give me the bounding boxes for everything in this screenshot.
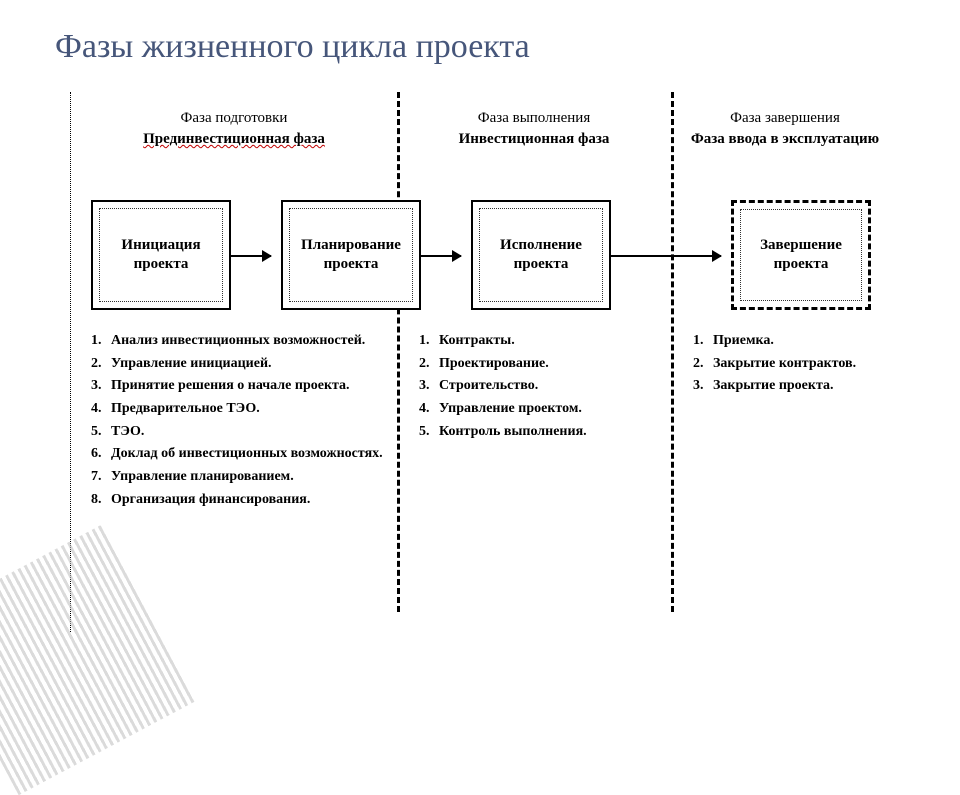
list-ol: Контракты. Проектирование. Строительство…	[407, 330, 667, 442]
list-item: Приемка.	[707, 330, 891, 352]
box-completion: Завершение проекта	[731, 200, 871, 310]
box-label: Инициация проекта	[99, 208, 223, 302]
list-item: Контракты.	[433, 330, 667, 352]
box-label: Завершение проекта	[740, 209, 862, 301]
phase-bold-label: Фаза ввода в эксплуатацию	[671, 129, 899, 150]
list-item: Управление проектом.	[433, 398, 667, 420]
box-label: Исполнение проекта	[479, 208, 603, 302]
list-item: Проектирование.	[433, 353, 667, 375]
list-item: Анализ инвестиционных возможностей.	[105, 330, 399, 352]
box-label: Планирование проекта	[289, 208, 413, 302]
phase-top-label: Фаза завершения	[671, 108, 899, 129]
arrow-1	[231, 255, 271, 257]
list-ol: Приемка. Закрытие контрактов. Закрытие п…	[681, 330, 891, 397]
list-item: Предварительное ТЭО.	[105, 398, 399, 420]
list-item: Управление инициацией.	[105, 353, 399, 375]
list-prep: Анализ инвестиционных возможностей. Упра…	[79, 330, 399, 512]
list-item: Принятие решения о начале проекта.	[105, 375, 399, 397]
divider-2	[671, 92, 674, 612]
list-ol: Анализ инвестиционных возможностей. Упра…	[79, 330, 399, 511]
list-item: Закрытие контрактов.	[707, 353, 891, 375]
phase-bold-label: Инвестиционная фаза	[397, 129, 671, 150]
phase-top-label: Фаза подготовки	[71, 108, 397, 129]
list-item: Контроль выполнения.	[433, 421, 667, 443]
box-execution: Исполнение проекта	[471, 200, 611, 310]
list-item: Организация финансирования.	[105, 489, 399, 511]
phase-bold-label: Прединвестиционная фаза	[71, 129, 397, 150]
phase-header-close: Фаза завершения Фаза ввода в эксплуатаци…	[671, 108, 899, 150]
list-item: Управление планированием.	[105, 466, 399, 488]
phase-header-prep: Фаза подготовки Прединвестиционная фаза	[71, 108, 397, 150]
list-item: Закрытие проекта.	[707, 375, 891, 397]
arrow-2	[421, 255, 461, 257]
phase-header-exec: Фаза выполнения Инвестиционная фаза	[397, 108, 671, 150]
list-close: Приемка. Закрытие контрактов. Закрытие п…	[681, 330, 891, 398]
box-initiation: Инициация проекта	[91, 200, 231, 310]
page-title: Фазы жизненного цикла проекта	[55, 28, 530, 66]
list-item: Строительство.	[433, 375, 667, 397]
arrow-3	[611, 255, 721, 257]
list-item: Доклад об инвестиционных возможностях.	[105, 443, 399, 465]
list-item: ТЭО.	[105, 421, 399, 443]
list-exec: Контракты. Проектирование. Строительство…	[407, 330, 667, 443]
lifecycle-diagram: Фаза подготовки Прединвестиционная фаза …	[70, 92, 898, 632]
phase-top-label: Фаза выполнения	[397, 108, 671, 129]
box-planning: Планирование проекта	[281, 200, 421, 310]
